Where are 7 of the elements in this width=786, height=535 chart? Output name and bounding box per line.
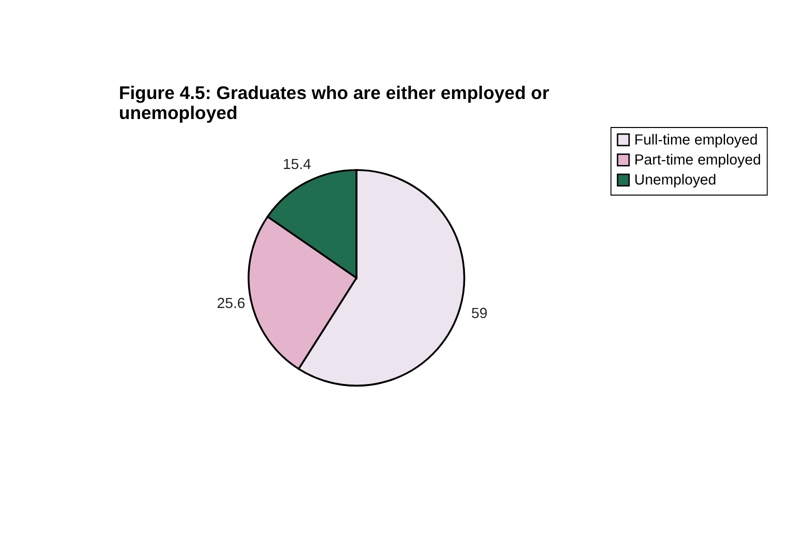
data-label: 59 bbox=[471, 306, 488, 322]
chart-title: Figure 4.5: Graduates who are either employed or unemoployed bbox=[118, 82, 550, 124]
data-label: 25.6 bbox=[216, 296, 246, 312]
legend-label: Part-time employed bbox=[634, 152, 761, 168]
legend-label: Full-time employed bbox=[634, 132, 758, 148]
data-label: 15.4 bbox=[282, 157, 312, 174]
legend-label: Unemployed bbox=[634, 172, 716, 189]
